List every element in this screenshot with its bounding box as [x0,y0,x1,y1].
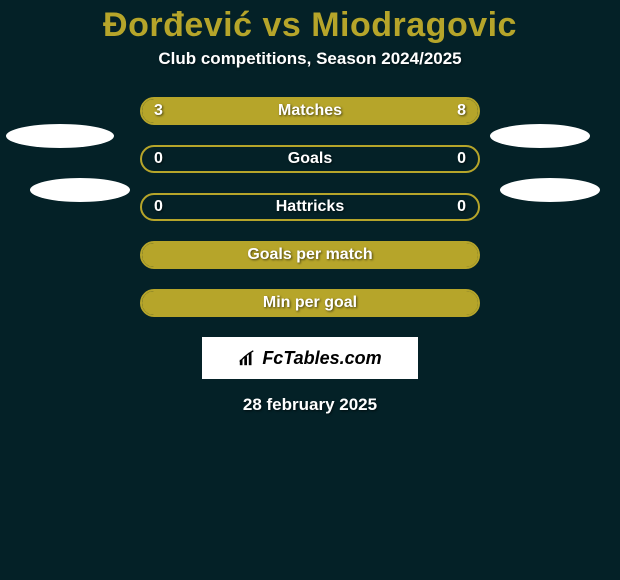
stat-row: 0Goals0 [140,145,480,173]
brand-text: FcTables.com [262,348,381,369]
stat-label: Goals per match [142,243,478,267]
chart-icon [238,349,256,367]
right-player-marker [500,178,600,202]
stat-row: 0Hattricks0 [140,193,480,221]
stat-row: Min per goal [140,289,480,317]
stat-label: Goals [142,147,478,171]
stats-area: 3Matches80Goals00Hattricks0Goals per mat… [140,97,480,317]
left-player-marker [30,178,130,202]
brand-badge: FcTables.com [202,337,418,379]
date-line: 28 february 2025 [0,395,620,415]
right-player-marker [490,124,590,148]
left-player-marker [6,124,114,148]
stat-row: 3Matches8 [140,97,480,125]
stat-label: Matches [142,99,478,123]
stat-value-right: 8 [457,99,466,123]
stat-row: Goals per match [140,241,480,269]
page-title: Đorđević vs Miodragovic [0,0,620,49]
stat-value-right: 0 [457,147,466,171]
stat-value-right: 0 [457,195,466,219]
comparison-infographic: Đorđević vs Miodragovic Club competition… [0,0,620,580]
stat-label: Hattricks [142,195,478,219]
stat-label: Min per goal [142,291,478,315]
subtitle: Club competitions, Season 2024/2025 [0,49,620,69]
